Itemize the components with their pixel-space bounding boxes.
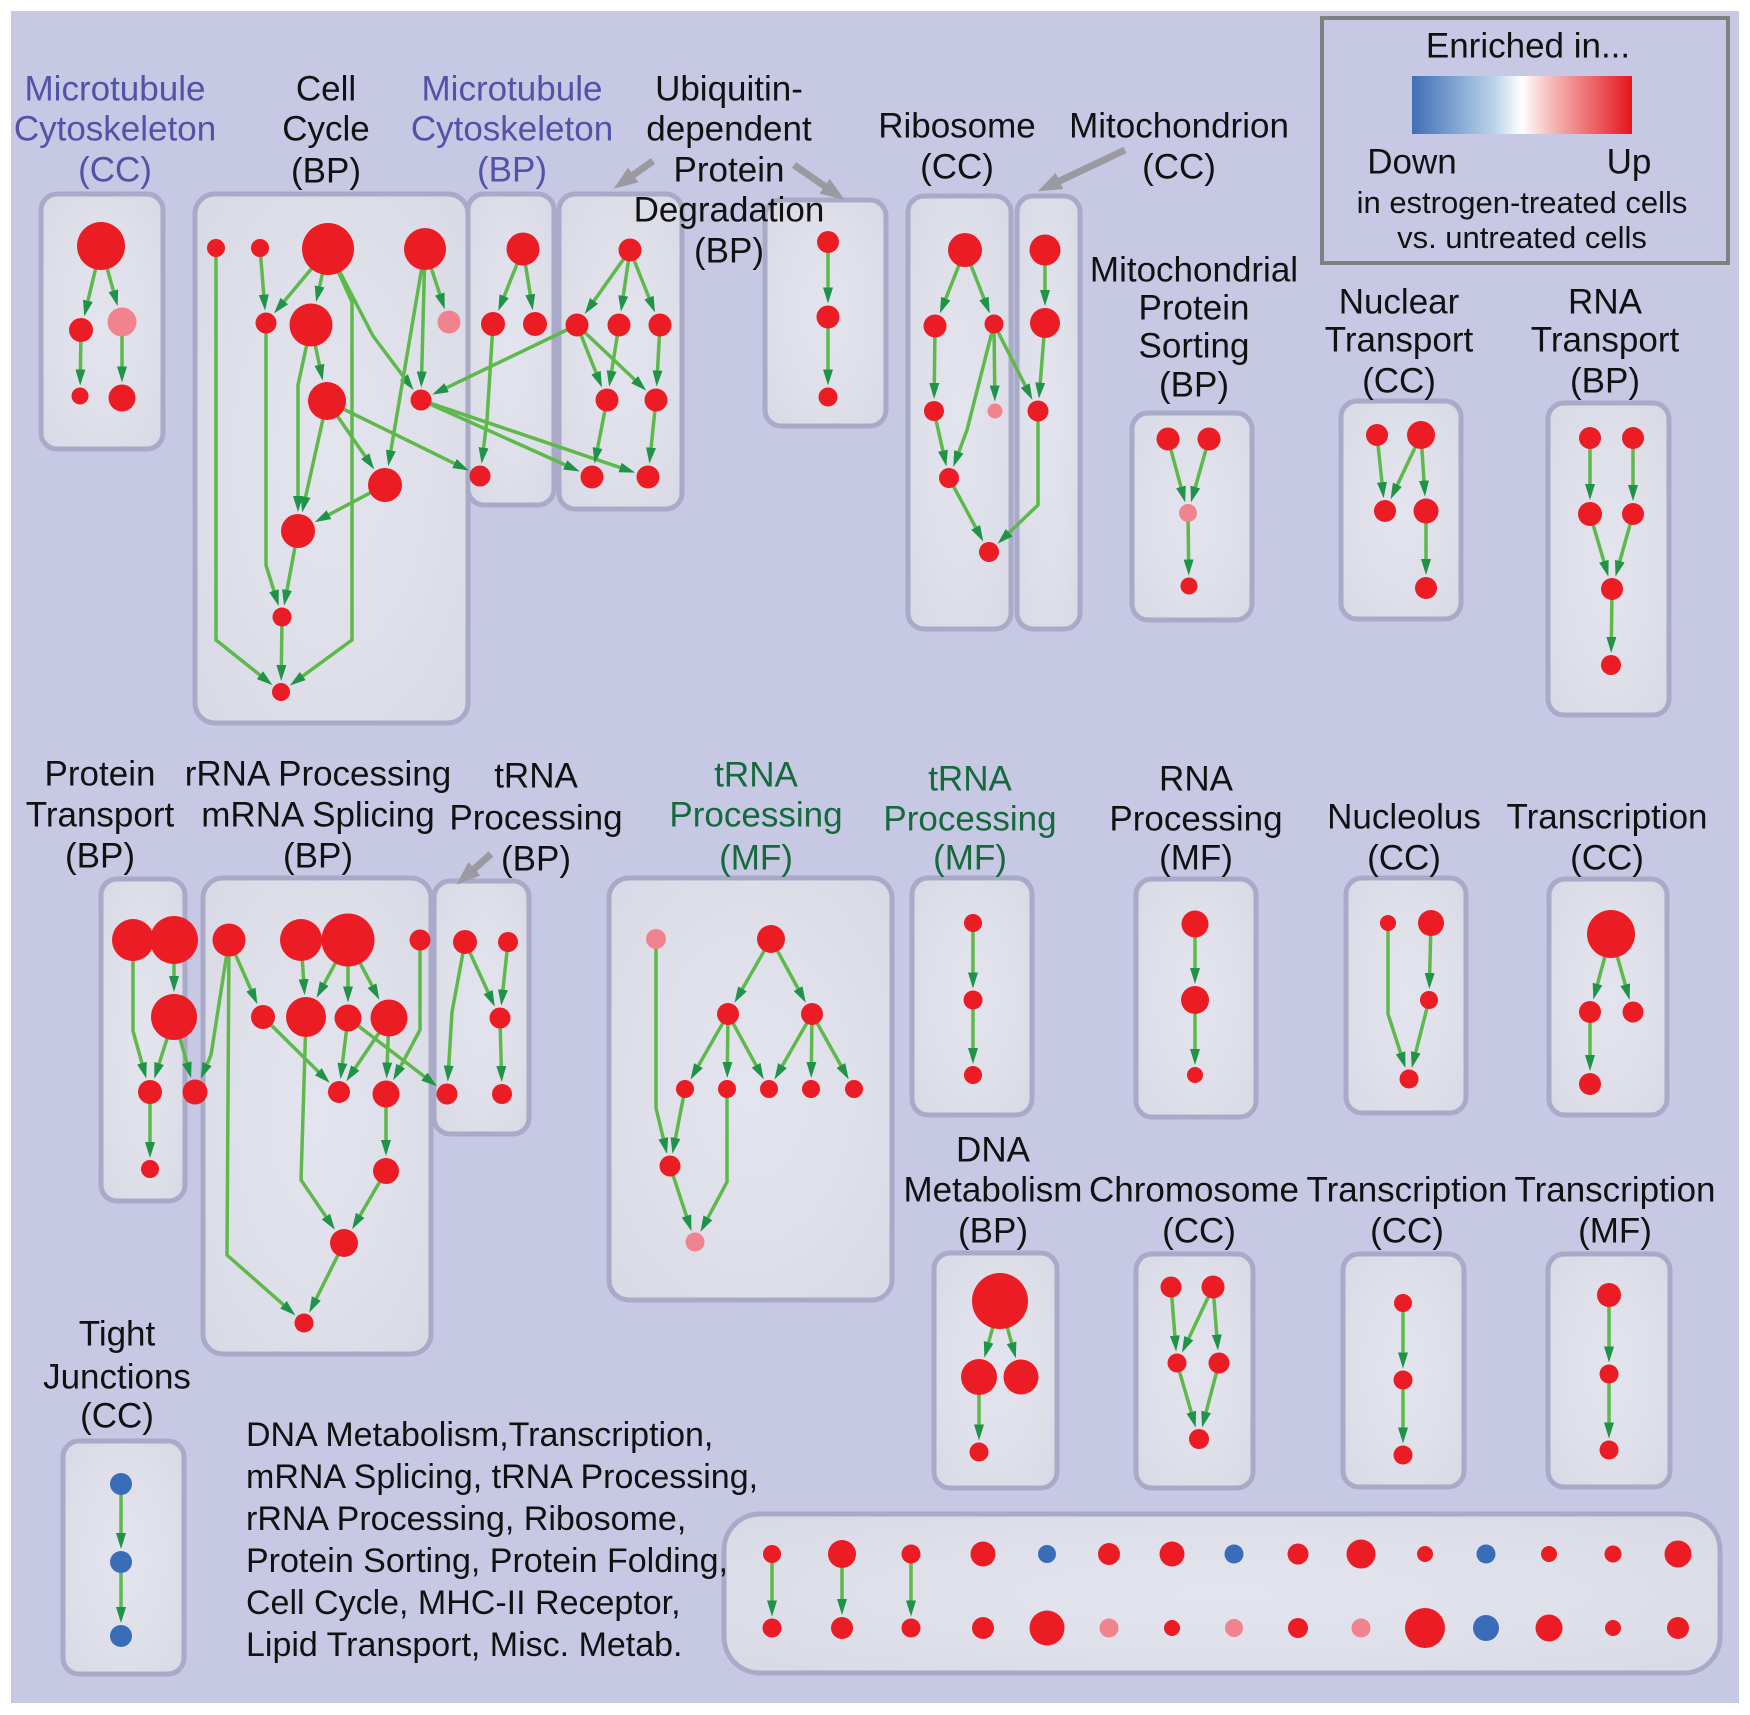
svg-text:(BP): (BP) — [65, 836, 135, 875]
svg-text:Ubiquitin-: Ubiquitin- — [655, 69, 803, 108]
svg-text:Ribosome: Ribosome — [878, 106, 1036, 145]
svg-text:(MF): (MF) — [933, 838, 1007, 877]
svg-text:Cytoskeleton: Cytoskeleton — [411, 109, 613, 148]
svg-text:(MF): (MF) — [1159, 838, 1233, 877]
svg-text:RNA: RNA — [1568, 282, 1643, 321]
svg-text:Metabolism: Metabolism — [904, 1170, 1083, 1209]
svg-text:tRNA: tRNA — [928, 759, 1012, 798]
svg-text:DNA Metabolism,Transcription,: DNA Metabolism,Transcription, — [246, 1416, 713, 1454]
svg-text:(CC): (CC) — [1367, 838, 1441, 877]
svg-text:Microtubule: Microtubule — [25, 69, 206, 108]
svg-text:Nuclear: Nuclear — [1339, 282, 1460, 321]
svg-text:Sorting: Sorting — [1139, 326, 1250, 365]
svg-text:(BP): (BP) — [1159, 365, 1229, 404]
svg-text:Mitochondrion: Mitochondrion — [1069, 106, 1289, 145]
svg-text:(CC): (CC) — [78, 150, 152, 189]
svg-text:Down: Down — [1367, 142, 1456, 181]
svg-text:(MF): (MF) — [719, 838, 793, 877]
svg-text:tRNA: tRNA — [714, 755, 798, 794]
svg-text:(BP): (BP) — [1570, 361, 1640, 400]
svg-text:(BP): (BP) — [283, 836, 353, 875]
svg-text:Transcription: Transcription — [1507, 797, 1708, 836]
svg-text:Protein: Protein — [674, 150, 785, 189]
svg-text:(CC): (CC) — [1370, 1211, 1444, 1250]
svg-text:Cycle: Cycle — [282, 109, 370, 148]
svg-text:Protein: Protein — [1139, 288, 1250, 327]
svg-text:Processing: Processing — [883, 799, 1056, 838]
svg-text:Junctions: Junctions — [43, 1357, 191, 1396]
svg-text:Transcription: Transcription — [1307, 1170, 1508, 1209]
svg-text:Processing: Processing — [1109, 799, 1282, 838]
svg-text:(CC): (CC) — [1362, 361, 1436, 400]
svg-text:Transcription: Transcription — [1515, 1170, 1716, 1209]
svg-text:Cell: Cell — [296, 69, 356, 108]
svg-text:Microtubule: Microtubule — [422, 69, 603, 108]
svg-text:Mitochondrial: Mitochondrial — [1090, 250, 1298, 289]
svg-text:Transport: Transport — [26, 795, 175, 834]
svg-text:(BP): (BP) — [291, 151, 361, 190]
svg-text:rRNA Processing: rRNA Processing — [185, 754, 451, 793]
svg-text:RNA: RNA — [1159, 759, 1234, 798]
svg-text:rRNA Processing, Ribosome,: rRNA Processing, Ribosome, — [246, 1500, 686, 1538]
svg-text:Chromosome: Chromosome — [1089, 1170, 1299, 1209]
svg-text:(CC): (CC) — [1570, 838, 1644, 877]
svg-text:(CC): (CC) — [1162, 1211, 1236, 1250]
svg-text:Up: Up — [1607, 142, 1652, 181]
svg-text:tRNA: tRNA — [494, 756, 578, 795]
svg-text:in estrogen-treated cells: in estrogen-treated cells — [1357, 185, 1688, 220]
svg-text:Enriched in...: Enriched in... — [1426, 26, 1630, 65]
svg-text:Tight: Tight — [79, 1314, 156, 1353]
svg-text:Protein Sorting, Protein Foldi: Protein Sorting, Protein Folding, — [246, 1542, 728, 1580]
svg-text:Cell Cycle, MHC-II Receptor,: Cell Cycle, MHC-II Receptor, — [246, 1584, 681, 1622]
svg-text:(CC): (CC) — [80, 1396, 154, 1435]
svg-text:Processing: Processing — [449, 798, 622, 837]
svg-text:(CC): (CC) — [920, 147, 994, 186]
svg-text:Protein: Protein — [45, 754, 156, 793]
svg-text:mRNA Splicing, tRNA Processing: mRNA Splicing, tRNA Processing, — [246, 1458, 758, 1496]
svg-text:vs. untreated cells: vs. untreated cells — [1397, 220, 1647, 255]
svg-text:(BP): (BP) — [958, 1211, 1028, 1250]
svg-text:Nucleolus: Nucleolus — [1327, 797, 1481, 836]
svg-text:(MF): (MF) — [1578, 1211, 1652, 1250]
svg-text:(CC): (CC) — [1142, 147, 1216, 186]
svg-text:Transport: Transport — [1325, 320, 1474, 359]
svg-text:Transport: Transport — [1531, 320, 1680, 359]
svg-text:Lipid Transport, Misc. Metab.: Lipid Transport, Misc. Metab. — [246, 1626, 683, 1664]
svg-text:Processing: Processing — [669, 795, 842, 834]
svg-text:dependent: dependent — [646, 109, 812, 148]
svg-text:Degradation: Degradation — [634, 190, 825, 229]
svg-text:(BP): (BP) — [477, 150, 547, 189]
svg-text:mRNA Splicing: mRNA Splicing — [201, 795, 434, 834]
svg-text:(BP): (BP) — [501, 839, 571, 878]
svg-text:Cytoskeleton: Cytoskeleton — [14, 109, 216, 148]
svg-text:DNA: DNA — [956, 1130, 1031, 1169]
svg-text:(BP): (BP) — [694, 231, 764, 270]
